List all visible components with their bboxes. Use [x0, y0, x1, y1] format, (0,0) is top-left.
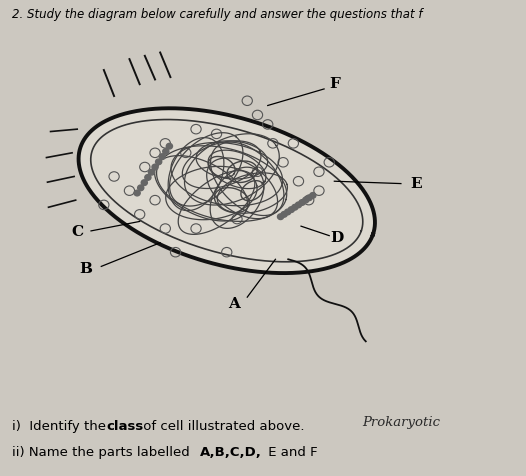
Text: A: A [228, 297, 240, 311]
Circle shape [138, 185, 144, 191]
Circle shape [299, 199, 305, 205]
Text: ii) Name the parts labelled: ii) Name the parts labelled [12, 446, 194, 459]
Circle shape [145, 175, 151, 180]
Text: C: C [71, 225, 83, 239]
Circle shape [134, 190, 140, 196]
Text: E: E [410, 177, 422, 190]
Text: E and F: E and F [264, 446, 317, 459]
Circle shape [159, 154, 165, 159]
Text: class: class [106, 420, 144, 433]
Text: of cell illustrated above.: of cell illustrated above. [139, 420, 308, 433]
Text: B: B [79, 262, 93, 276]
Text: D: D [330, 231, 343, 245]
Circle shape [152, 164, 158, 170]
Circle shape [302, 198, 309, 203]
Circle shape [288, 207, 295, 212]
Text: Prokaryotic: Prokaryotic [362, 416, 440, 429]
Circle shape [141, 180, 147, 186]
Text: A,B,C,D,: A,B,C,D, [200, 446, 262, 459]
Circle shape [306, 195, 312, 200]
Circle shape [281, 211, 287, 217]
Polygon shape [78, 108, 375, 273]
Text: F: F [329, 77, 340, 91]
Circle shape [166, 143, 173, 149]
Circle shape [156, 159, 161, 165]
Circle shape [278, 214, 284, 219]
Circle shape [285, 209, 291, 215]
Circle shape [310, 193, 316, 198]
Circle shape [292, 204, 298, 210]
Circle shape [148, 169, 155, 175]
Circle shape [163, 149, 169, 154]
Text: 2. Study the diagram below carefully and answer the questions that f: 2. Study the diagram below carefully and… [12, 9, 422, 21]
Text: i)  Identify the: i) Identify the [12, 420, 110, 433]
Circle shape [296, 202, 301, 208]
